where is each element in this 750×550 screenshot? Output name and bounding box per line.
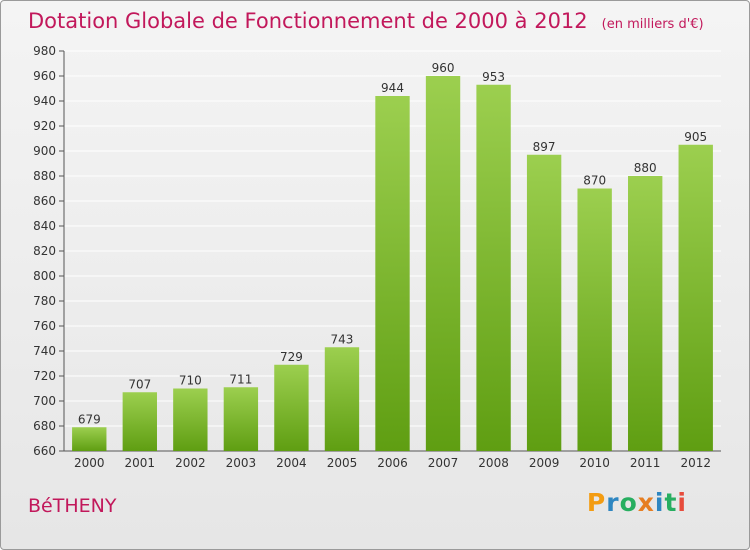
x-tick-label: 2001 xyxy=(125,456,156,470)
bar-2003 xyxy=(223,387,259,451)
data-label: 953 xyxy=(482,70,505,84)
y-tick-label: 920 xyxy=(33,119,56,133)
y-tick-label: 700 xyxy=(33,394,56,408)
y-tick-label: 840 xyxy=(33,219,56,233)
bar-2012 xyxy=(678,144,713,451)
x-tick-label: 2000 xyxy=(74,456,105,470)
title-text: Dotation Globale de Fonctionnement de 20… xyxy=(28,9,588,33)
data-label: 944 xyxy=(381,81,404,95)
x-tick-label: 2010 xyxy=(579,456,610,470)
x-axis: 2000 2001 2002 2003 2004 2005 2006 2007 2008 2009… xyxy=(74,456,711,470)
y-tick-label: 900 xyxy=(33,144,56,158)
y-tick-label: 740 xyxy=(33,344,56,358)
y-tick-label: 720 xyxy=(33,369,56,383)
bar-2010 xyxy=(577,188,612,451)
logo-letter: i xyxy=(654,488,665,517)
y-tick-label: 860 xyxy=(33,194,56,208)
x-tick-label: 2008 xyxy=(478,456,509,470)
y-tick-label: 680 xyxy=(33,419,56,433)
x-tick-label: 2003 xyxy=(226,456,257,470)
data-label: 707 xyxy=(128,377,151,391)
data-label: 870 xyxy=(583,174,606,188)
proxiti-logo: Proxiti xyxy=(587,488,687,517)
x-tick-label: 2006 xyxy=(377,456,408,470)
y-tick-label: 660 xyxy=(33,444,56,458)
logo-letter: P xyxy=(586,488,607,517)
logo-letter: i xyxy=(677,488,687,517)
commune-name: BéTHENY xyxy=(28,495,117,517)
bar-2007 xyxy=(425,76,461,451)
y-tick-label: 760 xyxy=(33,319,56,333)
y-tick-label: 980 xyxy=(33,44,56,58)
data-label: 880 xyxy=(634,161,657,175)
data-label: 710 xyxy=(179,374,202,388)
x-tick-label: 2011 xyxy=(630,456,661,470)
y-tick-label: 940 xyxy=(33,94,56,108)
bar-2008 xyxy=(476,84,511,451)
data-label: 729 xyxy=(280,350,303,364)
x-tick-label: 2004 xyxy=(276,456,307,470)
bar-2011 xyxy=(628,176,663,451)
x-tick-label: 2009 xyxy=(529,456,560,470)
subtitle-text: (en milliers d'€) xyxy=(601,17,704,32)
data-label: 743 xyxy=(331,332,354,346)
bar-2006 xyxy=(375,96,410,451)
y-tick-label: 880 xyxy=(33,169,56,183)
bar-2005 xyxy=(324,347,360,451)
bar-2004 xyxy=(274,364,309,451)
data-label: 905 xyxy=(684,130,707,144)
x-tick-label: 2005 xyxy=(327,456,358,470)
y-tick-label: 780 xyxy=(33,294,56,308)
chart-title: Dotation Globale de Fonctionnement de 20… xyxy=(28,9,704,33)
y-tick-label: 960 xyxy=(33,69,56,83)
x-tick-label: 2002 xyxy=(175,456,206,470)
x-tick-label: 2012 xyxy=(680,456,711,470)
bar-2002 xyxy=(173,388,208,451)
data-label: 711 xyxy=(229,372,252,386)
logo-letter: x xyxy=(637,488,655,517)
logo-letter: t xyxy=(664,488,678,517)
y-tick-label: 820 xyxy=(33,244,56,258)
data-label: 960 xyxy=(432,61,455,75)
logo-letter: r xyxy=(606,488,620,517)
bar-2001 xyxy=(122,392,157,451)
bar-2009 xyxy=(526,154,562,451)
bars: 679 707 710 711 729 743 944 960 953 897 870 880 905 xyxy=(72,61,713,451)
logo-letter: o xyxy=(619,488,638,517)
x-tick-label: 2007 xyxy=(428,456,459,470)
y-tick-label: 800 xyxy=(33,269,56,283)
data-label: 679 xyxy=(78,412,101,426)
bar-2000 xyxy=(72,427,107,451)
data-label: 897 xyxy=(533,140,556,154)
